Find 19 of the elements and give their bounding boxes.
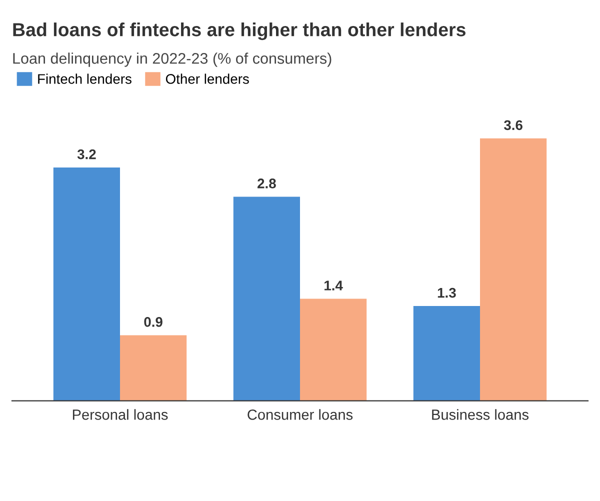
data-label: 3.6 [504,120,522,130]
data-label: 3.2 [77,149,96,160]
x-tick-label: Personal loans [72,409,168,420]
legend-label: Other lenders [166,74,249,84]
bar [413,306,480,401]
data-label: 0.9 [144,317,162,327]
bar [120,335,187,401]
chart-subtitle: Loan delinquency in 2022-23 (% of consumers) [13,52,332,67]
x-tick-label: Consumer loans [248,409,353,420]
data-label: 1.3 [438,288,456,298]
data-label: 1.4 [324,280,343,290]
bar [300,298,367,401]
chart-title: Bad loans of fintechs are higher than other lenders [13,22,466,40]
bar [53,168,120,401]
data-label: 2.8 [258,178,276,188]
bar [233,196,300,401]
legend-label: Fintech lenders [38,74,132,84]
x-tick-label: Business loans [432,409,529,420]
bar [480,138,547,401]
